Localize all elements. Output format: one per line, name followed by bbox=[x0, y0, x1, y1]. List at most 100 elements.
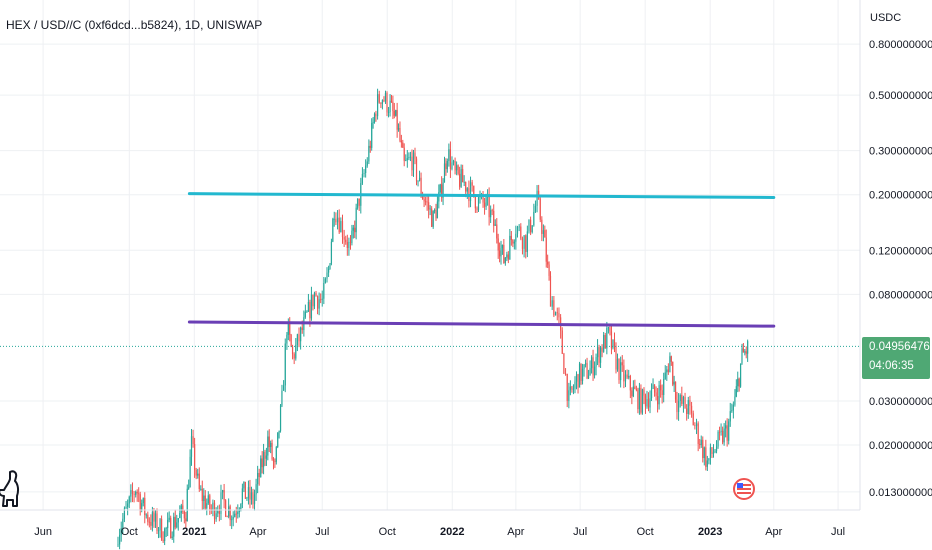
candle-body bbox=[674, 381, 677, 400]
x-tick-label: 2023 bbox=[698, 526, 722, 538]
candle-body bbox=[729, 411, 731, 422]
x-tick-label: Oct bbox=[121, 526, 138, 538]
candle-body bbox=[646, 399, 648, 407]
purple-support-line[interactable] bbox=[187, 320, 776, 328]
candle-body bbox=[135, 491, 137, 495]
candle-body bbox=[327, 269, 330, 273]
candle-body bbox=[742, 348, 745, 353]
us-flag-icon[interactable] bbox=[733, 478, 755, 500]
candle-body bbox=[723, 428, 725, 443]
candle-body bbox=[409, 156, 412, 158]
candle-body bbox=[432, 211, 434, 227]
candle-body bbox=[722, 430, 724, 443]
candle-body bbox=[296, 334, 299, 345]
candle-body bbox=[309, 301, 311, 319]
candle-body bbox=[201, 488, 203, 501]
candle-body bbox=[279, 405, 282, 431]
candle-body bbox=[387, 112, 390, 113]
candle-body bbox=[677, 400, 680, 412]
candle-body bbox=[381, 100, 384, 104]
time-axis[interactable]: Jun Oct 2021 Apr Jul Oct 2022 Apr Jul Oct 2023 Apr J… bbox=[34, 526, 845, 538]
candle-body bbox=[660, 385, 662, 391]
x-tick-label: Jun bbox=[34, 526, 52, 538]
cyan-resistance-line[interactable] bbox=[187, 192, 776, 200]
candle-body bbox=[380, 102, 382, 104]
candle-body bbox=[369, 145, 371, 148]
candle-body bbox=[383, 100, 385, 102]
candle-body bbox=[441, 184, 443, 198]
candle-body bbox=[528, 219, 530, 232]
candle-body bbox=[249, 487, 251, 500]
candle-body bbox=[720, 430, 722, 432]
candle-body bbox=[402, 142, 404, 148]
candle-body bbox=[436, 201, 439, 219]
candle-body bbox=[613, 339, 616, 347]
candle-body bbox=[640, 387, 642, 413]
candle-body bbox=[449, 149, 452, 169]
candle-body bbox=[192, 436, 194, 445]
candle-body bbox=[363, 172, 365, 174]
candle-body bbox=[446, 161, 448, 170]
candle-body bbox=[670, 356, 672, 362]
candle-body bbox=[301, 327, 303, 331]
candle-body bbox=[418, 177, 421, 181]
candle-body bbox=[465, 182, 467, 192]
candle-body bbox=[623, 365, 625, 382]
candle-body bbox=[466, 188, 468, 192]
candle-body bbox=[167, 519, 169, 529]
candle-body bbox=[177, 518, 179, 523]
candle-body bbox=[286, 334, 288, 344]
chart-gridlines bbox=[0, 0, 860, 510]
candle-body bbox=[235, 513, 237, 515]
candle-body bbox=[255, 484, 257, 495]
candle-body bbox=[488, 195, 490, 218]
candle-body bbox=[711, 447, 713, 454]
candle-body bbox=[361, 174, 364, 184]
candle-body bbox=[649, 398, 651, 408]
candle-body bbox=[399, 128, 401, 141]
candle-body bbox=[151, 512, 154, 526]
candle-body bbox=[580, 363, 582, 381]
x-tick-label: 2021 bbox=[182, 526, 206, 538]
candle-body bbox=[728, 421, 730, 441]
candle-body bbox=[491, 210, 493, 212]
candle-body bbox=[443, 163, 446, 183]
candle-body bbox=[378, 94, 380, 103]
candle-body bbox=[283, 385, 285, 391]
candle-body bbox=[210, 509, 212, 510]
candle-body bbox=[329, 263, 331, 270]
candle-body bbox=[554, 312, 557, 316]
candle-body bbox=[738, 378, 740, 387]
tradingview-dino-icon bbox=[0, 470, 20, 507]
candle-body bbox=[186, 488, 188, 522]
candle-body bbox=[123, 508, 126, 519]
candle-body bbox=[176, 522, 178, 528]
candle-body bbox=[119, 534, 121, 545]
candle-body bbox=[318, 299, 320, 309]
candle-body bbox=[702, 439, 704, 459]
candle-body bbox=[365, 165, 367, 173]
last-price-value: 0.0495647637 bbox=[869, 341, 932, 353]
candle-body bbox=[304, 311, 306, 318]
candle-body bbox=[316, 296, 319, 309]
candle-body bbox=[141, 503, 143, 511]
candle-body bbox=[456, 165, 458, 171]
candle-body bbox=[476, 208, 478, 210]
candle-body bbox=[620, 362, 622, 381]
candle-body bbox=[253, 494, 256, 505]
candle-body bbox=[715, 446, 718, 451]
candle-body bbox=[310, 294, 313, 319]
candle-body bbox=[666, 369, 668, 373]
candle-body bbox=[220, 492, 222, 514]
trendlines[interactable] bbox=[187, 192, 776, 328]
candle-body bbox=[157, 530, 160, 532]
candle-body bbox=[340, 221, 342, 233]
candle-body bbox=[629, 376, 631, 391]
candle-body bbox=[556, 312, 558, 314]
candle-body bbox=[503, 244, 505, 264]
